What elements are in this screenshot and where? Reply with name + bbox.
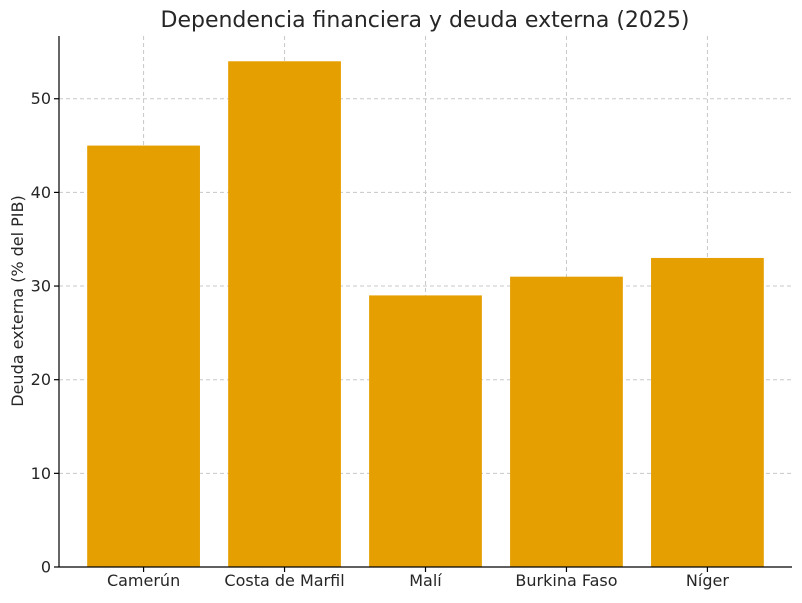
x-tick-label: Camerún bbox=[107, 571, 180, 590]
x-tick-label: Costa de Marfil bbox=[224, 571, 344, 590]
y-tick-label: 30 bbox=[31, 277, 51, 296]
x-tick-label: Malí bbox=[409, 571, 442, 590]
bars bbox=[87, 61, 764, 568]
y-tick-label: 40 bbox=[31, 183, 51, 202]
bar bbox=[228, 61, 341, 568]
bar bbox=[510, 276, 623, 567]
bar bbox=[87, 145, 200, 568]
y-tick-label: 20 bbox=[31, 370, 51, 389]
ticks: 0 10 20 30 40 50 Camerún Costa de Marfil Malí Bur… bbox=[31, 89, 730, 590]
x-tick-label: Níger bbox=[686, 571, 729, 590]
x-tick-label: Burkina Faso bbox=[515, 571, 617, 590]
y-axis-label: Deuda externa (% del PIB) bbox=[8, 195, 27, 406]
y-tick-label: 0 bbox=[41, 558, 51, 577]
y-tick-label: 10 bbox=[31, 464, 51, 483]
bar bbox=[651, 257, 764, 567]
chart-title: Dependencia financiera y deuda externa (… bbox=[161, 8, 690, 33]
bar bbox=[369, 295, 482, 567]
y-tick-label: 50 bbox=[31, 89, 51, 108]
